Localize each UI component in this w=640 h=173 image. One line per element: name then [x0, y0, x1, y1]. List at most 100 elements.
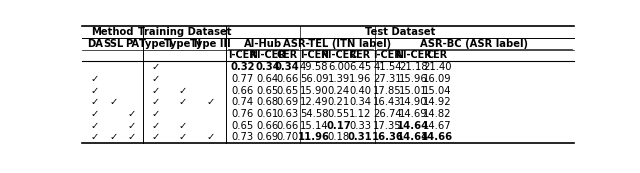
Text: 6.45: 6.45: [349, 62, 371, 72]
Text: CER: CER: [276, 50, 298, 60]
Text: 21.18: 21.18: [399, 62, 428, 72]
Text: 17.85: 17.85: [373, 86, 402, 95]
Text: ✓: ✓: [128, 133, 136, 142]
Text: ✓: ✓: [179, 97, 187, 107]
Text: 0.76: 0.76: [232, 109, 254, 119]
Text: 14.64: 14.64: [397, 121, 429, 131]
Text: Method: Method: [92, 27, 134, 37]
Text: ✓: ✓: [152, 62, 160, 72]
Text: ✓: ✓: [152, 97, 160, 107]
Text: Test Dataset: Test Dataset: [365, 27, 435, 37]
Text: I-CER: I-CER: [228, 50, 257, 60]
Text: 15.96: 15.96: [399, 74, 428, 84]
Text: ✓: ✓: [152, 133, 160, 142]
Text: 0.66: 0.66: [232, 86, 254, 95]
Text: 0.64: 0.64: [257, 74, 278, 84]
Text: 0.69: 0.69: [257, 133, 278, 142]
Text: Training Dataset: Training Dataset: [138, 27, 232, 37]
Text: 14.69: 14.69: [399, 109, 428, 119]
Text: 17.35: 17.35: [373, 121, 402, 131]
Text: Type III: Type III: [190, 39, 231, 49]
Text: 0.73: 0.73: [232, 133, 253, 142]
Text: ✓: ✓: [206, 133, 214, 142]
Text: 0.69: 0.69: [276, 97, 298, 107]
Text: ✓: ✓: [91, 86, 99, 95]
Text: NI-CER: NI-CER: [321, 50, 357, 60]
Text: CER: CER: [349, 50, 371, 60]
Text: 0.66: 0.66: [276, 121, 298, 131]
Text: ✓: ✓: [91, 121, 99, 131]
Text: 0.65: 0.65: [276, 86, 298, 95]
Text: 0.24: 0.24: [328, 86, 350, 95]
Text: 12.49: 12.49: [300, 97, 328, 107]
Text: 49.58: 49.58: [300, 62, 328, 72]
Text: 0.32: 0.32: [230, 62, 255, 72]
Text: ✓: ✓: [91, 97, 99, 107]
Text: ✓: ✓: [91, 74, 99, 84]
Text: 11.96: 11.96: [298, 133, 330, 142]
Text: 0.66: 0.66: [276, 74, 298, 84]
Text: 15.01: 15.01: [399, 86, 428, 95]
Text: 0.61: 0.61: [257, 109, 278, 119]
Text: SSL: SSL: [104, 39, 124, 49]
Text: Type I: Type I: [139, 39, 173, 49]
Text: ✓: ✓: [179, 133, 187, 142]
Text: 0.40: 0.40: [349, 86, 371, 95]
Text: 15.14: 15.14: [300, 121, 328, 131]
Text: 6.00: 6.00: [328, 62, 350, 72]
Text: 54.58: 54.58: [300, 109, 328, 119]
Text: ✓: ✓: [152, 74, 160, 84]
Text: 1.96: 1.96: [349, 74, 371, 84]
Text: ✓: ✓: [91, 133, 99, 142]
Text: 0.77: 0.77: [232, 74, 254, 84]
Text: Type II: Type II: [164, 39, 201, 49]
Text: 0.33: 0.33: [349, 121, 371, 131]
Text: ✓: ✓: [128, 121, 136, 131]
Text: AI-Hub: AI-Hub: [244, 39, 282, 49]
Text: 0.74: 0.74: [232, 97, 253, 107]
Text: I-CER: I-CER: [300, 50, 328, 60]
Text: ✓: ✓: [206, 97, 214, 107]
Text: 1.12: 1.12: [349, 109, 371, 119]
Text: 16.43: 16.43: [373, 97, 402, 107]
Text: ✓: ✓: [179, 86, 187, 95]
Text: 14.90: 14.90: [399, 97, 428, 107]
Text: 0.65: 0.65: [257, 86, 278, 95]
Text: 15.04: 15.04: [423, 86, 451, 95]
Text: 0.31: 0.31: [348, 133, 372, 142]
Text: ✓: ✓: [128, 109, 136, 119]
Text: 0.18: 0.18: [328, 133, 350, 142]
Text: ✓: ✓: [109, 97, 118, 107]
Text: 0.65: 0.65: [232, 121, 254, 131]
Text: 41.54: 41.54: [373, 62, 402, 72]
Text: NI-CER: NI-CER: [395, 50, 431, 60]
Text: 0.34: 0.34: [255, 62, 280, 72]
Text: DA: DA: [87, 39, 103, 49]
Text: 0.66: 0.66: [257, 121, 278, 131]
Text: 14.64: 14.64: [397, 133, 429, 142]
Text: NI-CER: NI-CER: [249, 50, 286, 60]
Text: ASR-TEL (ITN label): ASR-TEL (ITN label): [284, 39, 392, 49]
Text: 21.40: 21.40: [423, 62, 451, 72]
Text: 14.92: 14.92: [423, 97, 451, 107]
Text: 14.82: 14.82: [423, 109, 451, 119]
Text: ✓: ✓: [109, 133, 118, 142]
Text: 0.70: 0.70: [276, 133, 298, 142]
Text: 56.09: 56.09: [300, 74, 328, 84]
Text: 0.34: 0.34: [349, 97, 371, 107]
Text: ✓: ✓: [152, 109, 160, 119]
Text: PA: PA: [125, 39, 139, 49]
Text: 15.90: 15.90: [300, 86, 328, 95]
Text: 0.55: 0.55: [328, 109, 350, 119]
Text: ASR-BC (ASR label): ASR-BC (ASR label): [420, 39, 528, 49]
Text: 0.68: 0.68: [257, 97, 278, 107]
Text: ✓: ✓: [179, 121, 187, 131]
Text: 0.34: 0.34: [275, 62, 300, 72]
Text: 0.17: 0.17: [326, 121, 351, 131]
Text: ✓: ✓: [152, 86, 160, 95]
Text: ✓: ✓: [152, 121, 160, 131]
Text: I-CER: I-CER: [373, 50, 402, 60]
Text: 16.36: 16.36: [372, 133, 403, 142]
Text: 14.67: 14.67: [423, 121, 451, 131]
Text: 0.63: 0.63: [276, 109, 298, 119]
